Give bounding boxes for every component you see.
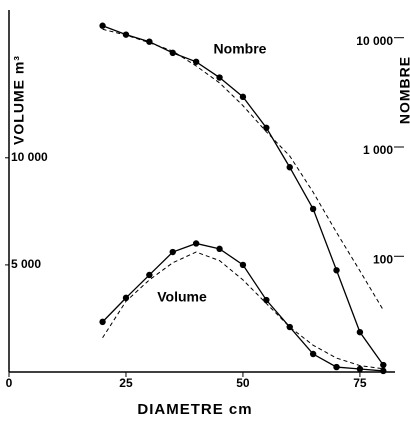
y2-tick-label: 1 000 [363, 143, 393, 157]
data-point [99, 22, 106, 29]
x-tick-label: 50 [236, 376, 250, 390]
annotation: Volume [157, 289, 207, 305]
data-point [216, 245, 223, 253]
data-point [263, 124, 270, 131]
x-axis-label: DIAMETRE cm [137, 401, 252, 418]
y-axis-label: VOLUME m³ [11, 55, 27, 145]
y-tick-label: 10 000 [11, 150, 48, 164]
data-point [216, 74, 223, 81]
data-point [309, 205, 317, 213]
data-point [333, 363, 340, 371]
data-point [239, 93, 247, 101]
data-point [192, 58, 200, 65]
data-point [146, 271, 153, 279]
data-point [239, 261, 247, 269]
annotation: Nombre [214, 41, 267, 57]
data-point [169, 49, 176, 57]
data-point [380, 367, 387, 375]
data-point [169, 248, 176, 256]
data-point [380, 361, 387, 369]
data-point [286, 164, 293, 171]
data-point [333, 267, 340, 274]
data-point [263, 296, 270, 304]
series-line [102, 28, 384, 311]
data-point [356, 365, 364, 373]
data-point [122, 294, 130, 302]
data-point [192, 240, 200, 247]
y2-tick-label: 10 000 [356, 34, 393, 48]
data-point [99, 318, 106, 326]
y2-tick-label: 100 [373, 252, 393, 266]
x-tick-label: 25 [119, 376, 133, 390]
series-line [102, 25, 384, 366]
series-line [102, 251, 384, 370]
y-tick-label: 5 000 [11, 257, 41, 271]
data-point [309, 350, 317, 358]
y2-axis-label: NOMBRE [397, 56, 410, 124]
data-point [356, 328, 364, 336]
x-tick-label: 75 [353, 376, 367, 390]
x-tick-label: 0 [6, 376, 13, 390]
